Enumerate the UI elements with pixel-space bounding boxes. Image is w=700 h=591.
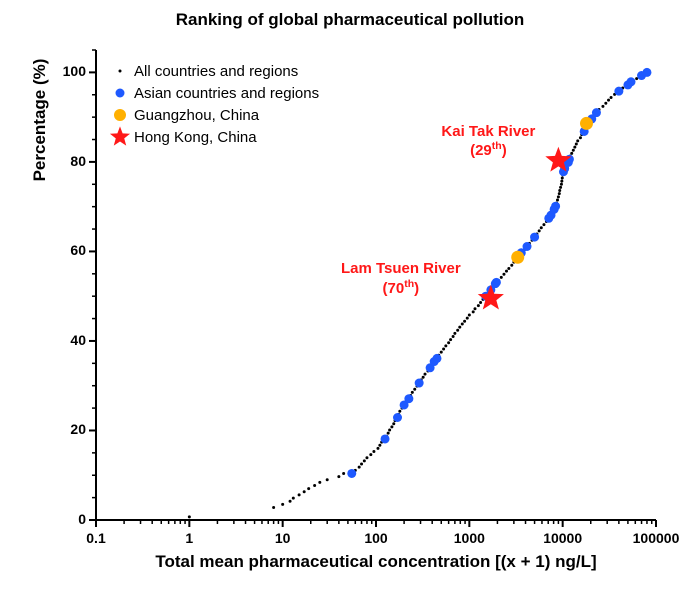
legend-swatch: [106, 104, 134, 126]
legend-swatch: [106, 82, 134, 104]
x-tick-label: 1: [185, 530, 193, 546]
legend-label: Asian countries and regions: [134, 85, 319, 102]
legend-item: Asian countries and regions: [106, 82, 319, 104]
x-tick-label: 1000: [454, 530, 485, 546]
legend-item: Guangzhou, China: [106, 104, 319, 126]
y-tick-label: 0: [78, 511, 86, 527]
x-tick-label: 100000: [633, 530, 680, 546]
x-tick-label: 10000: [543, 530, 582, 546]
x-tick-label: 10: [275, 530, 291, 546]
annotation-label: Kai Tak River(29th): [441, 123, 535, 160]
legend: All countries and regions Asian countries…: [106, 60, 319, 148]
y-tick-label: 80: [70, 153, 86, 169]
legend-label: All countries and regions: [134, 63, 298, 80]
x-tick-label: 0.1: [86, 530, 105, 546]
legend-item: Hong Kong, China: [106, 126, 319, 148]
legend-label: Hong Kong, China: [134, 129, 257, 146]
x-tick-label: 100: [364, 530, 387, 546]
annotation-label: Lam Tsuen River(70th): [341, 260, 461, 297]
legend-swatch: [106, 126, 134, 148]
y-tick-label: 60: [70, 242, 86, 258]
legend-label: Guangzhou, China: [134, 107, 259, 124]
y-tick-label: 20: [70, 421, 86, 437]
legend-item: All countries and regions: [106, 60, 319, 82]
y-tick-label: 100: [63, 63, 86, 79]
y-axis-label: Percentage (%): [30, 0, 50, 355]
x-axis-label: Total mean pharmaceutical concentration …: [96, 552, 656, 572]
y-tick-label: 40: [70, 332, 86, 348]
chart-title: Ranking of global pharmaceutical polluti…: [0, 10, 700, 30]
legend-swatch: [106, 60, 134, 82]
chart-container: Ranking of global pharmaceutical polluti…: [0, 0, 700, 591]
